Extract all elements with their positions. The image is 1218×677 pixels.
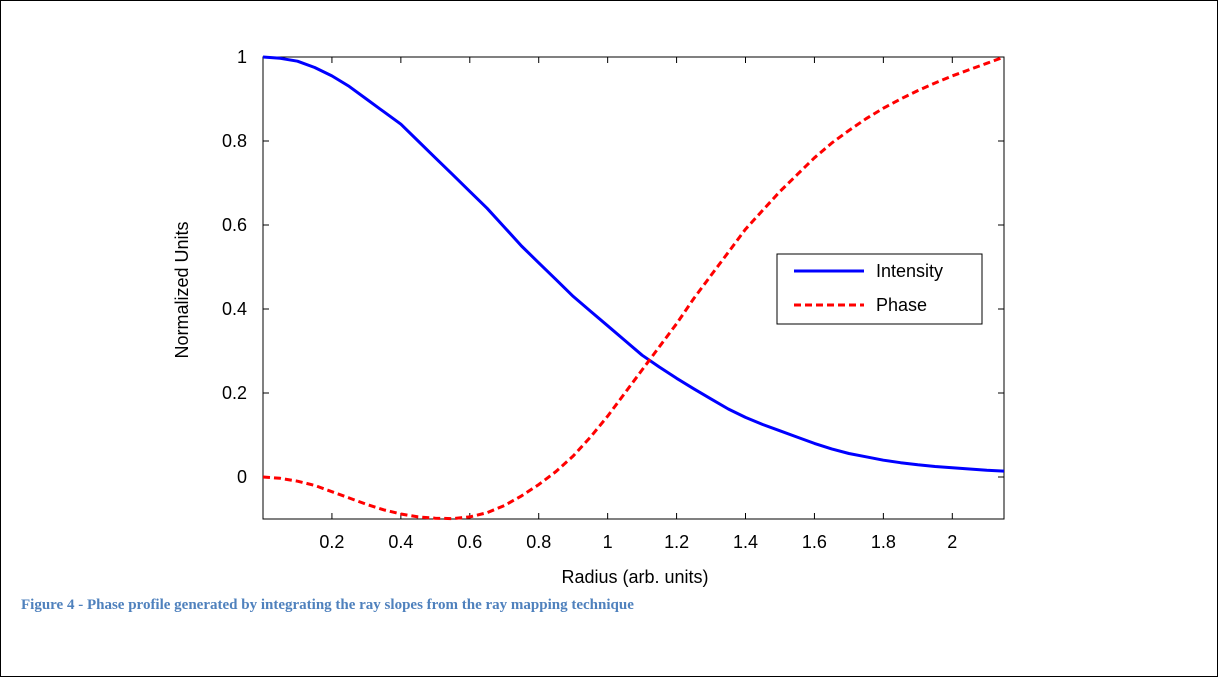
y-axis-label: Normalized Units xyxy=(172,221,192,358)
series-line-intensity xyxy=(262,55,1005,473)
x-tick-label: 0.4 xyxy=(388,532,413,552)
x-tick-label: 1 xyxy=(603,532,613,552)
x-axis-label: Radius (arb. units) xyxy=(561,567,708,587)
figure-caption: Figure 4 - Phase profile generated by in… xyxy=(21,597,634,613)
x-tick-label: 0.8 xyxy=(526,532,551,552)
x-tick-label: 1.6 xyxy=(802,532,827,552)
x-tick-label: 0.6 xyxy=(457,532,482,552)
y-tick-label: 0.8 xyxy=(222,131,247,151)
y-tick-label: 0.6 xyxy=(222,215,247,235)
x-tick-label: 1.4 xyxy=(733,532,758,552)
legend-label-phase: Phase xyxy=(876,295,927,315)
y-tick-label: 0.2 xyxy=(222,383,247,403)
x-tick-label: 1.8 xyxy=(871,532,896,552)
y-tick-label: 1 xyxy=(237,47,247,67)
x-tick-label: 2 xyxy=(947,532,957,552)
y-tick-label: 0.4 xyxy=(222,299,247,319)
legend xyxy=(776,253,983,325)
x-tick-label: 0.2 xyxy=(319,532,344,552)
y-tick-label: 0 xyxy=(237,467,247,487)
series-line-phase xyxy=(262,55,1005,521)
legend-label-intensity: Intensity xyxy=(876,261,943,281)
x-tick-label: 1.2 xyxy=(664,532,689,552)
